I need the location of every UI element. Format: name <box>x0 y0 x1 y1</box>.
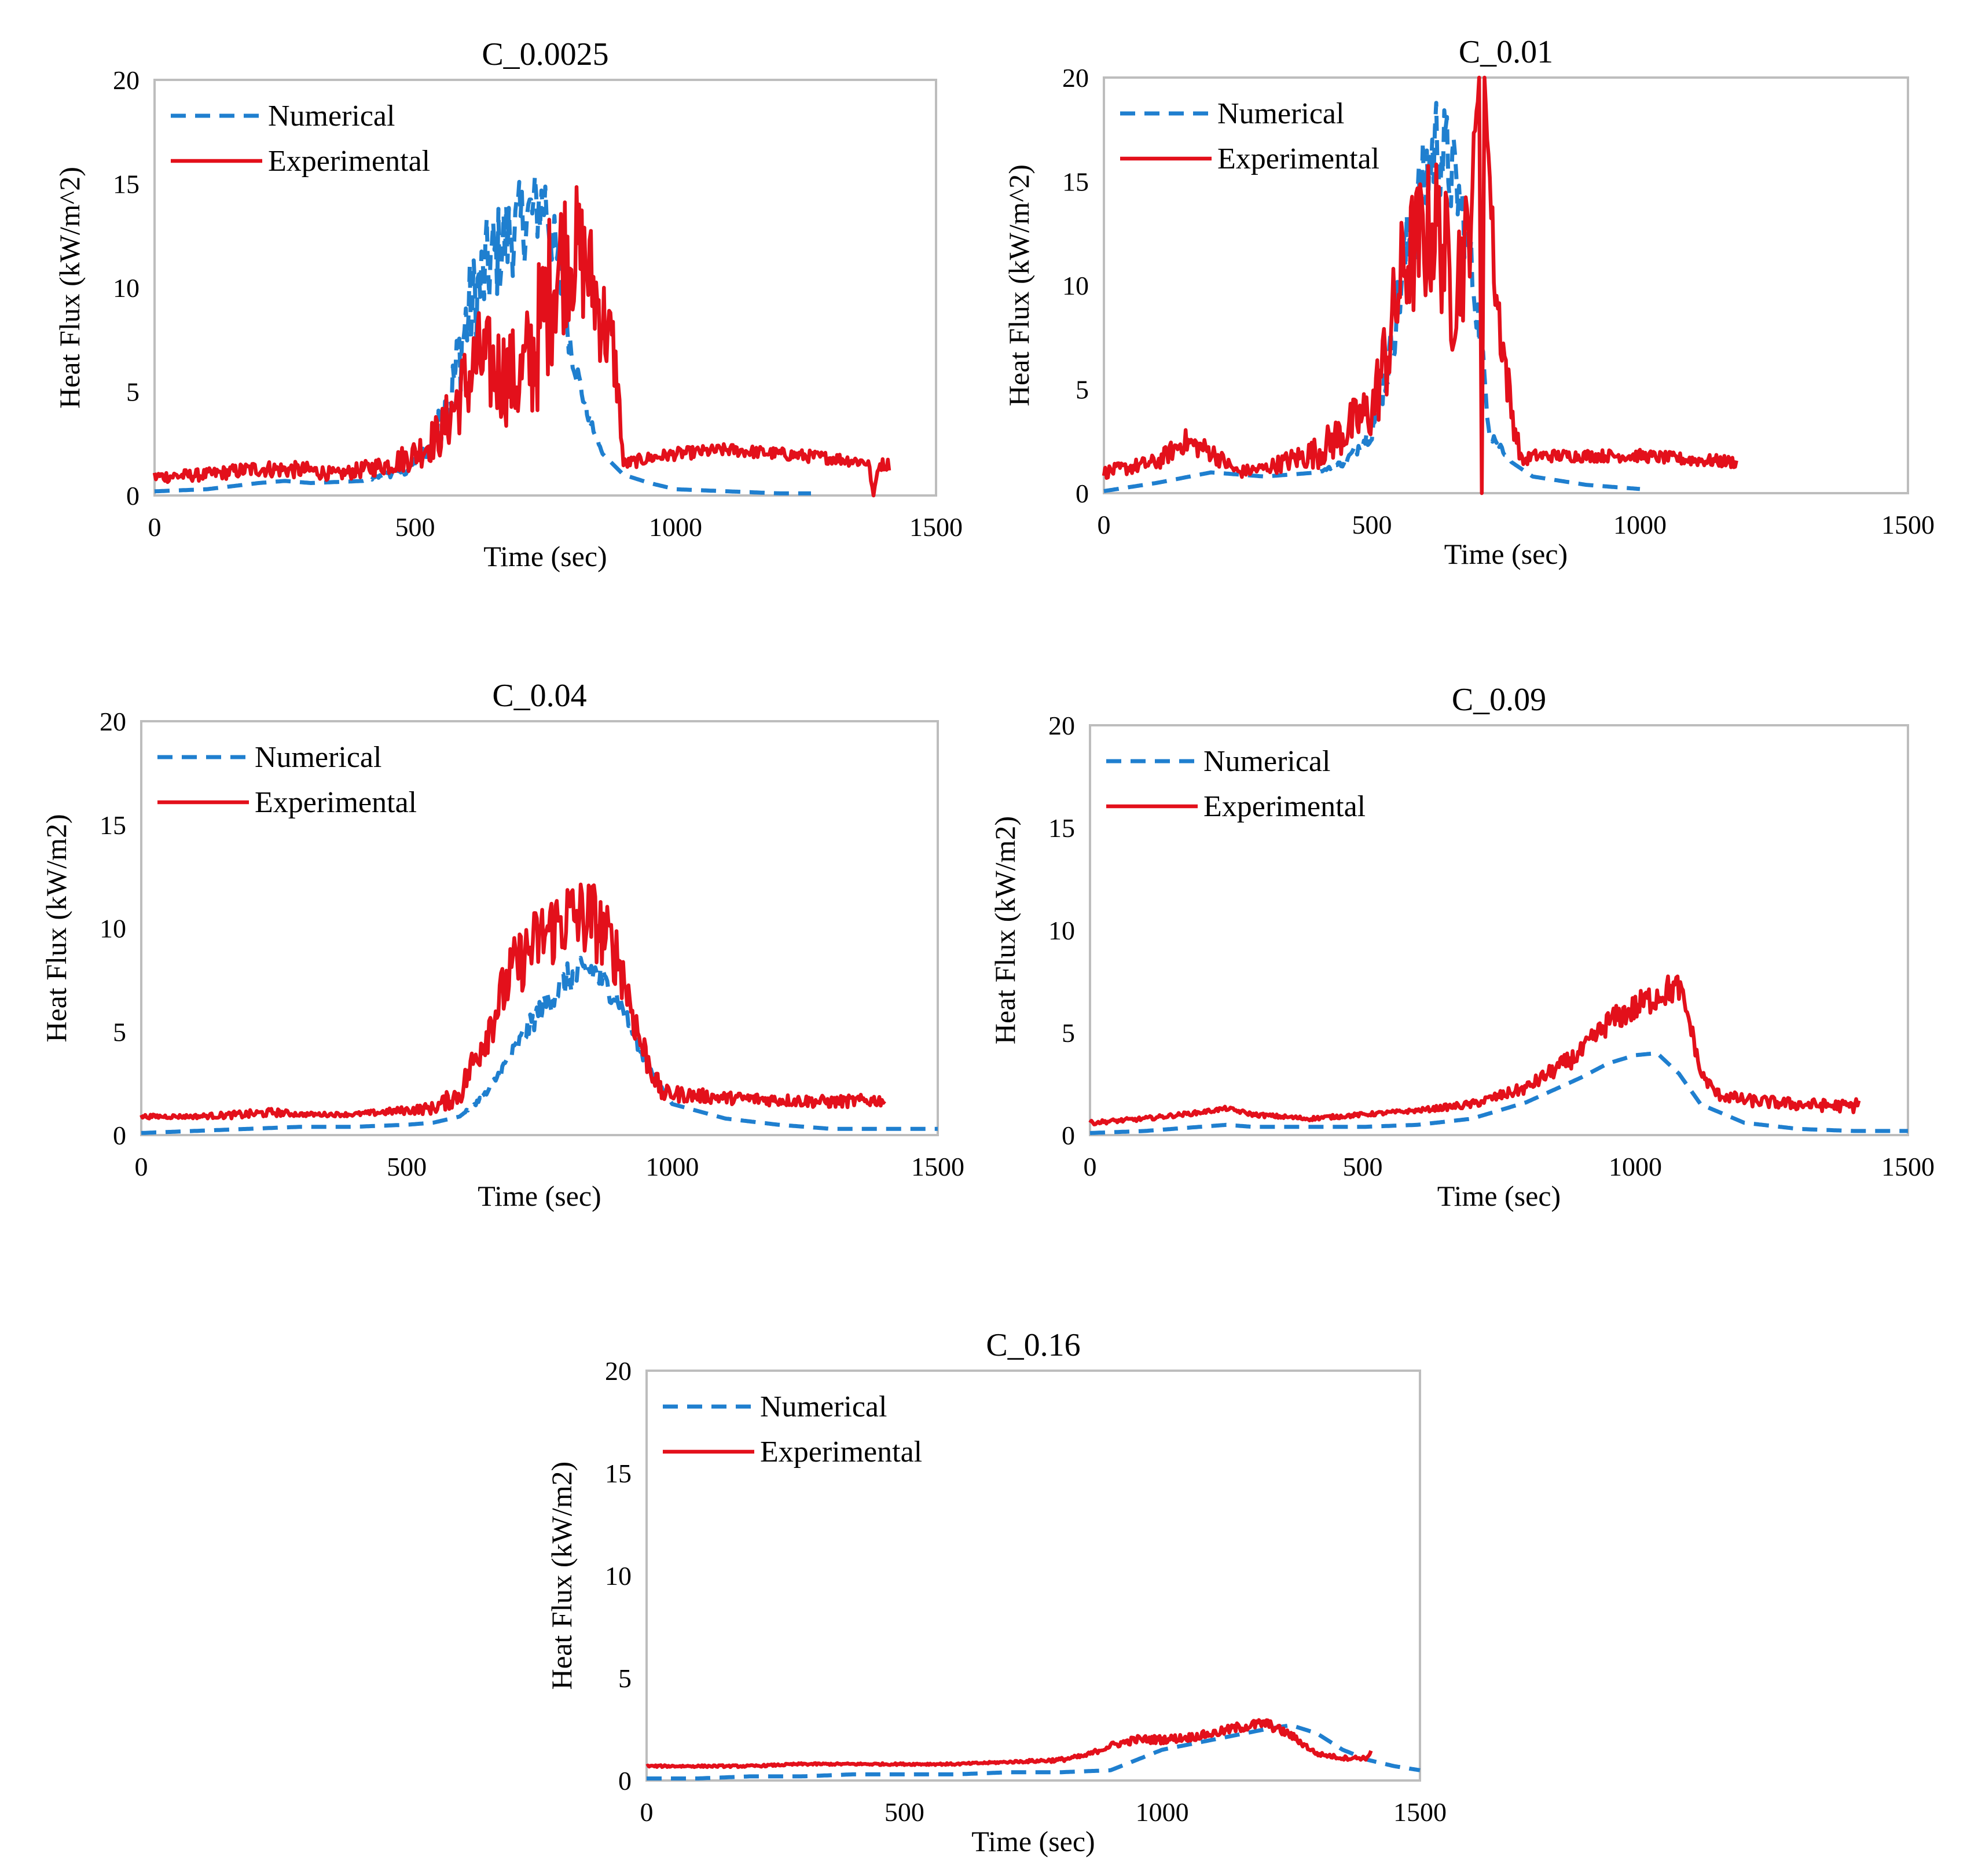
x-tick-label: 500 <box>1343 1152 1383 1181</box>
y-tick-label: 20 <box>100 707 126 736</box>
x-tick-label: 1500 <box>1881 510 1935 539</box>
plot-area-frame <box>153 79 937 497</box>
y-tick-label: 20 <box>1048 711 1075 740</box>
chart-panel-2: C_0.01 0 5 10 15 20 0 500 1000 1500 Time (sec) Heat… <box>1003 34 1935 570</box>
x-axis-label: Time (sec) <box>971 1825 1095 1857</box>
legend-label-numerical: Numerical <box>1203 745 1330 778</box>
chart-title: C_0.09 <box>1452 682 1546 718</box>
legend-label-experimental: Experimental <box>1217 142 1379 175</box>
y-tick-label: 15 <box>1048 813 1075 843</box>
y-tick-label: 20 <box>113 65 140 95</box>
plot-area-frame <box>645 1370 1421 1782</box>
chart-panel-5: C_0.16 0 5 10 15 20 0 500 1000 1500 Time (sec) Heat… <box>545 1327 1447 1857</box>
y-axis-label: Heat Flux (kW/m^2) <box>53 167 86 409</box>
series-line-numerical <box>1089 1051 1909 1135</box>
chart-title: C_0.04 <box>492 678 586 714</box>
series-line-numerical <box>1103 101 1641 493</box>
x-tick-label: 1500 <box>1881 1152 1935 1181</box>
x-tick-label: 1500 <box>1393 1797 1447 1827</box>
y-tick-label: 10 <box>1062 271 1089 300</box>
x-tick-label: 500 <box>387 1152 427 1181</box>
x-tick-label: 0 <box>135 1152 148 1181</box>
series-line-experimental <box>152 185 891 498</box>
legend-label-experimental: Experimental <box>1203 790 1366 823</box>
legend-label-numerical: Numerical <box>760 1390 887 1423</box>
y-tick-label: 15 <box>1062 167 1089 197</box>
x-tick-label: 0 <box>1084 1152 1097 1181</box>
legend-label-numerical: Numerical <box>1217 97 1344 130</box>
x-tick-label: 500 <box>1352 510 1392 539</box>
chart-title: C_0.01 <box>1459 34 1553 70</box>
x-tick-label: 0 <box>640 1797 654 1827</box>
x-tick-label: 1000 <box>645 1152 699 1181</box>
chart-panel-4: C_0.09 0 5 10 15 20 0 500 1000 1500 Time (sec) Heat… <box>989 682 1935 1212</box>
series-line-numerical <box>140 956 939 1135</box>
x-tick-label: 1000 <box>1609 1152 1662 1181</box>
legend-label-numerical: Numerical <box>255 741 381 774</box>
y-tick-label: 5 <box>618 1664 632 1693</box>
x-tick-label: 1000 <box>1136 1797 1189 1827</box>
x-tick-label: 0 <box>1098 510 1111 539</box>
x-tick-label: 0 <box>148 512 162 542</box>
y-tick-label: 20 <box>605 1356 632 1386</box>
chart-title: C_0.0025 <box>482 36 608 72</box>
y-tick-label: 5 <box>1076 375 1089 405</box>
legend-label-experimental: Experimental <box>255 786 417 819</box>
x-tick-label: 1000 <box>649 512 702 542</box>
plot-area-frame <box>1103 76 1909 494</box>
y-tick-label: 15 <box>605 1459 632 1488</box>
x-tick-label: 1500 <box>911 1152 964 1181</box>
series-line-experimental <box>1088 974 1861 1126</box>
y-tick-label: 0 <box>1076 479 1089 508</box>
y-tick-label: 20 <box>1062 63 1089 93</box>
x-axis-label: Time (sec) <box>1444 538 1568 570</box>
x-axis-label: Time (sec) <box>1437 1180 1561 1212</box>
y-axis-label: Heat Flux (kW/m^2) <box>1003 164 1035 406</box>
chart-panel-1: C_0.0025 0 5 10 15 20 0 500 1000 1500 Time (sec) He… <box>53 36 963 572</box>
y-tick-label: 0 <box>126 481 140 511</box>
series-line-numerical <box>645 1723 1421 1780</box>
y-axis-label: Heat Flux (kW/m2) <box>545 1462 578 1690</box>
y-tick-label: 15 <box>113 170 140 199</box>
legend-label-experimental: Experimental <box>268 145 430 178</box>
series-line-experimental <box>140 882 886 1121</box>
y-tick-label: 10 <box>113 273 140 303</box>
x-axis-label: Time (sec) <box>483 540 607 572</box>
y-tick-label: 0 <box>1062 1121 1075 1150</box>
legend-label-experimental: Experimental <box>760 1436 922 1469</box>
y-tick-label: 5 <box>113 1017 126 1047</box>
y-tick-label: 10 <box>1048 916 1075 945</box>
y-tick-label: 15 <box>100 810 126 840</box>
y-tick-label: 0 <box>113 1121 126 1150</box>
x-tick-label: 500 <box>885 1797 924 1827</box>
x-axis-label: Time (sec) <box>478 1180 601 1212</box>
y-tick-label: 5 <box>126 377 140 407</box>
x-tick-label: 500 <box>395 512 435 542</box>
chart-panel-3: C_0.04 0 5 10 15 20 0 500 1000 1500 Time (sec) Heat… <box>40 678 964 1212</box>
chart-title: C_0.16 <box>986 1327 1080 1363</box>
y-tick-label: 5 <box>1062 1018 1075 1048</box>
plot-area-frame <box>140 720 939 1136</box>
series-line-experimental <box>645 1718 1373 1769</box>
plot-area-frame <box>1089 724 1909 1136</box>
y-axis-label: Heat Flux (kW/m2) <box>989 816 1021 1044</box>
y-tick-label: 10 <box>100 914 126 943</box>
x-tick-label: 1000 <box>1613 510 1667 539</box>
series-line-numerical <box>153 174 812 495</box>
legend-label-numerical: Numerical <box>268 100 395 133</box>
x-tick-label: 1500 <box>909 512 963 542</box>
y-axis-label: Heat Flux (kW/m2) <box>40 814 72 1042</box>
y-tick-label: 0 <box>618 1766 632 1796</box>
y-tick-label: 10 <box>605 1561 632 1591</box>
series-line-experimental <box>1102 75 1738 495</box>
